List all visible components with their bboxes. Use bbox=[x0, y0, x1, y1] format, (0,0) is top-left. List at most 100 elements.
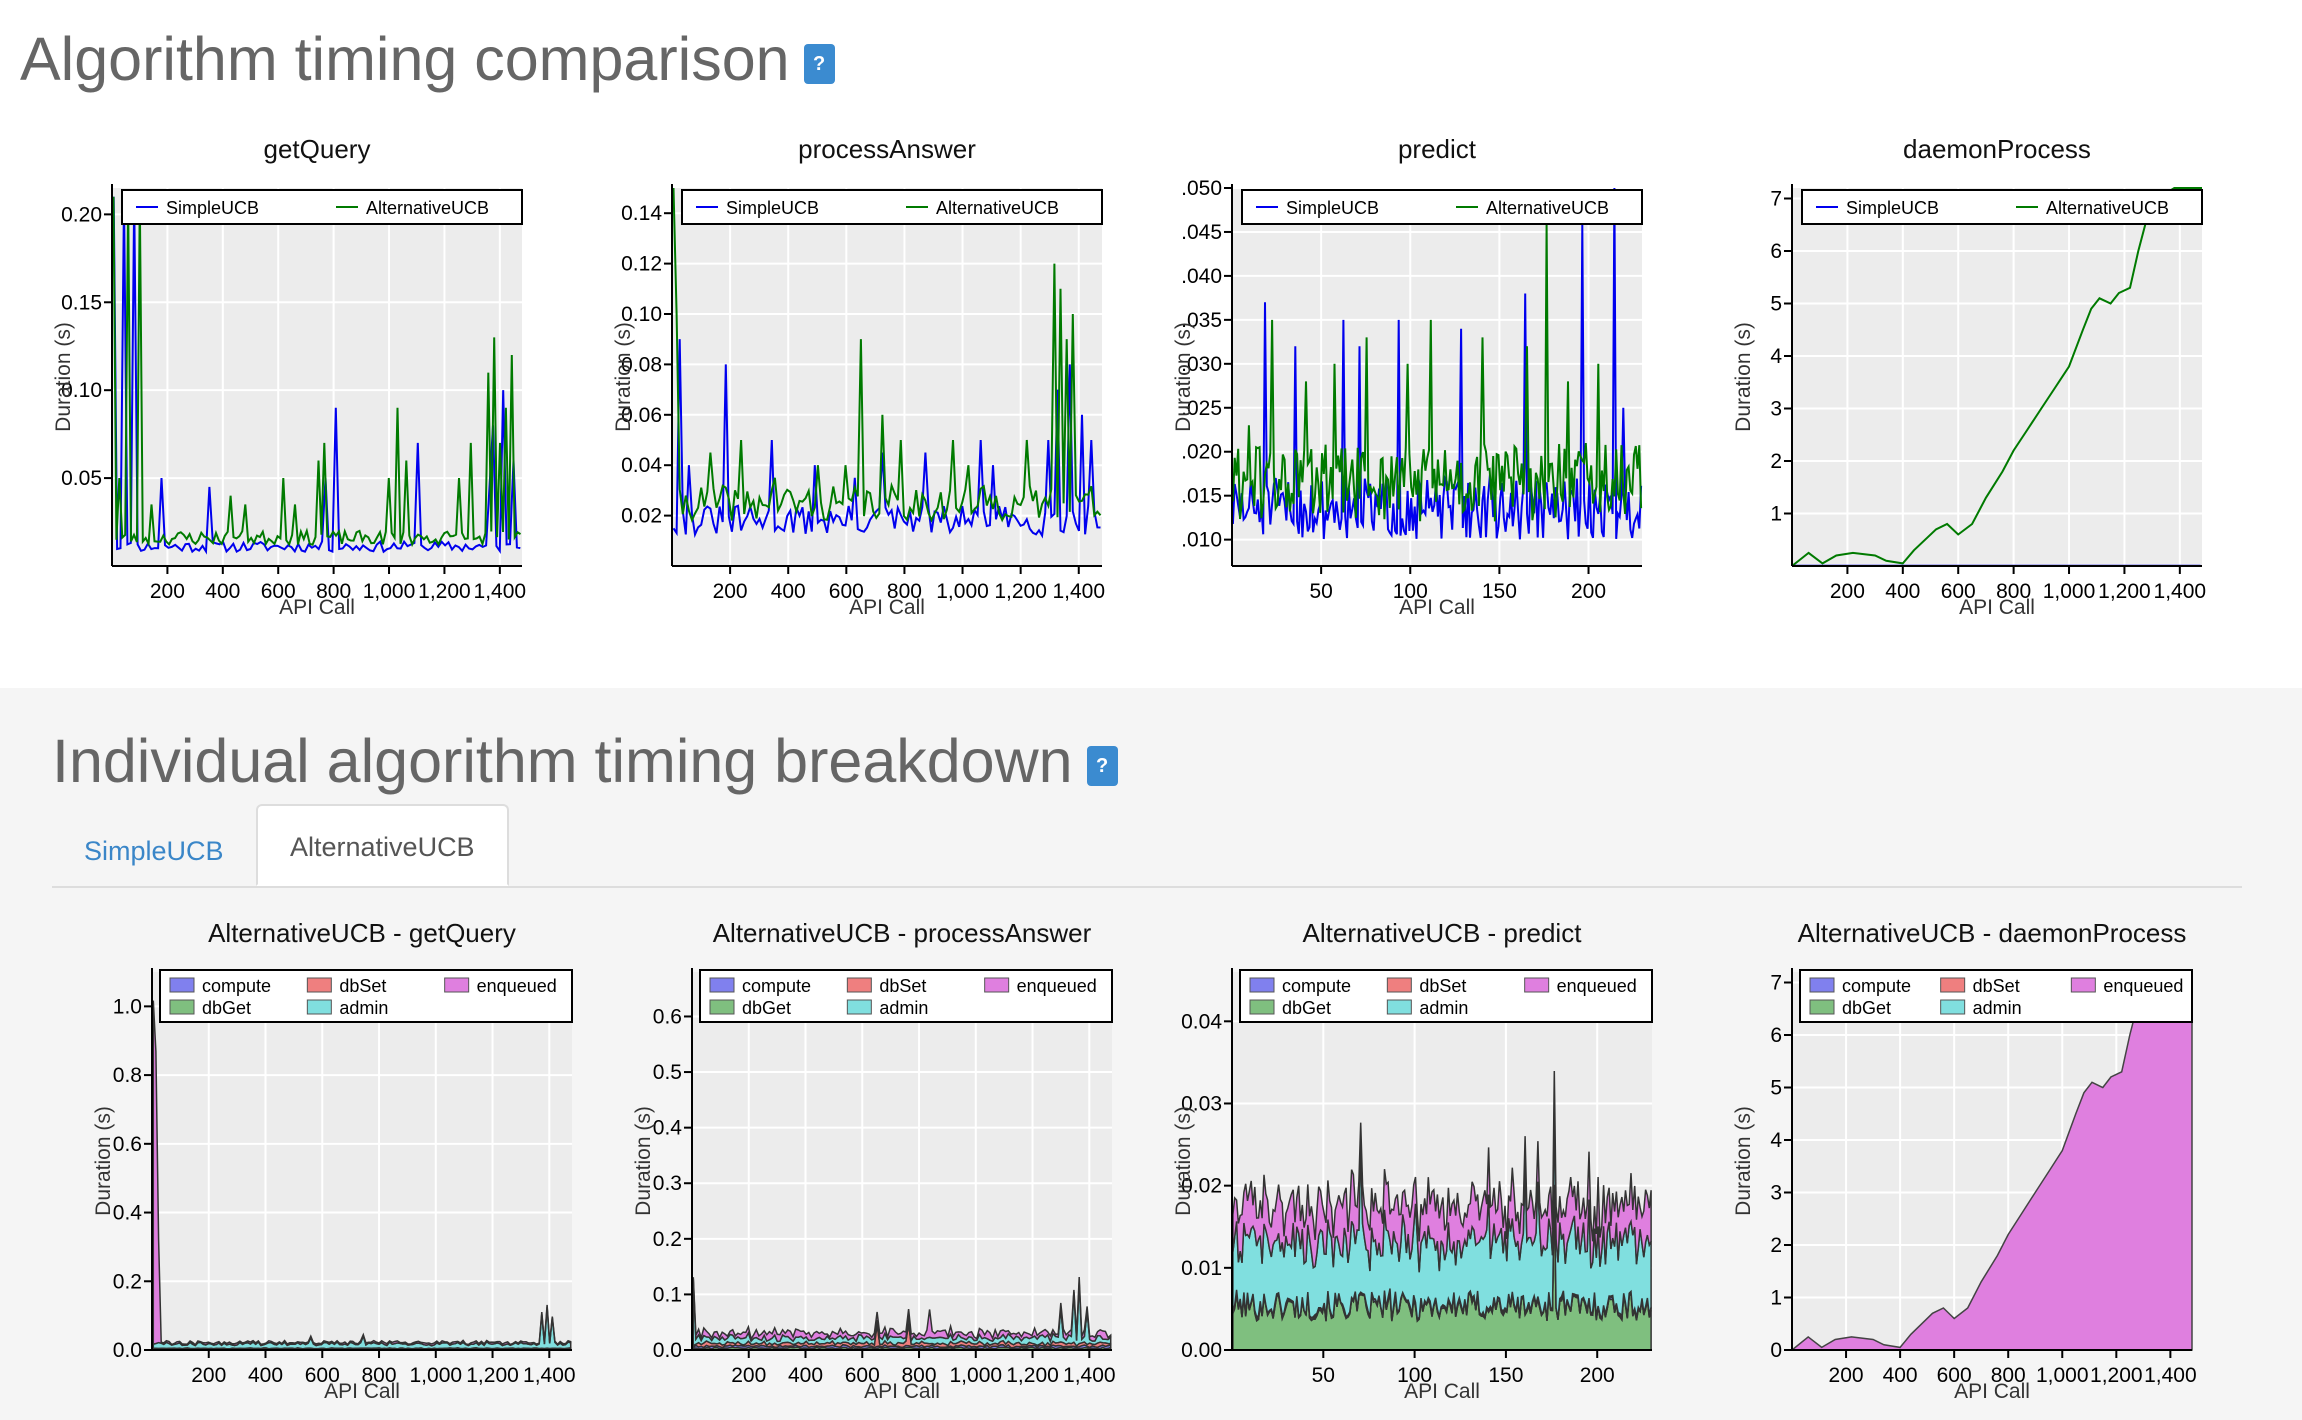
y-tick-label: 0.1 bbox=[653, 1283, 682, 1306]
x-tick-label: 400 bbox=[248, 1364, 283, 1387]
tab-simpleucb[interactable]: SimpleUCB bbox=[84, 836, 224, 866]
x-tick-label: 400 bbox=[1883, 1364, 1918, 1387]
x-tick-label: 800 bbox=[316, 580, 351, 603]
tab-alternativeucb[interactable]: AlternativeUCB bbox=[256, 804, 509, 886]
legend-label: compute bbox=[1282, 976, 1351, 996]
area-layer-enqueued bbox=[1232, 1070, 1652, 1273]
x-tick-label: 1,400 bbox=[523, 1364, 576, 1387]
breakdown-help-icon[interactable]: ? bbox=[1086, 745, 1118, 786]
y-tick-label: 0.20 bbox=[61, 203, 102, 226]
chart-title: processAnswer bbox=[798, 134, 976, 164]
y-tick-label: .015 bbox=[1181, 485, 1222, 508]
x-tick-label: 800 bbox=[887, 580, 922, 603]
chart-title: AlternativeUCB - predict bbox=[1303, 918, 1583, 948]
y-tick-label: .045 bbox=[1181, 221, 1222, 244]
x-tick-label: 200 bbox=[191, 1364, 226, 1387]
y-tick-label: 3 bbox=[1770, 1182, 1782, 1205]
x-tick-label: 200 bbox=[150, 580, 185, 603]
series-line-alternativeucb bbox=[1791, 187, 2202, 567]
legend-label: AlternativeUCB bbox=[2046, 198, 2169, 218]
legend-label: SimpleUCB bbox=[1286, 198, 1379, 218]
legend-label: enqueued bbox=[2103, 976, 2183, 996]
y-tick-label: 0.6 bbox=[113, 1133, 142, 1156]
legend-label: dbSet bbox=[879, 976, 926, 996]
x-tick-label: 600 bbox=[1937, 1364, 1972, 1387]
chart-title: AlternativeUCB - processAnswer bbox=[713, 918, 1092, 948]
x-tick-label: 1,200 bbox=[418, 580, 471, 603]
y-tick-label: 1 bbox=[1770, 503, 1782, 526]
x-tick-label: 100 bbox=[1397, 1364, 1432, 1387]
y-tick-label: .040 bbox=[1181, 265, 1222, 288]
legend-swatch bbox=[1809, 977, 1835, 993]
legend-label: compute bbox=[202, 976, 271, 996]
y-tick-label: 0.00 bbox=[1181, 1339, 1222, 1362]
legend-label: dbGet bbox=[742, 998, 791, 1018]
chart-breakdown-daemonprocess: compute dbSet enqueued dbGet admin 200 400 600 8… bbox=[1732, 918, 2197, 1403]
legend-swatch bbox=[1940, 977, 1966, 993]
legend-swatch bbox=[306, 977, 332, 993]
legend-swatch bbox=[1249, 977, 1275, 993]
x-tick-label: 200 bbox=[731, 1364, 766, 1387]
y-tick-label: 0.4 bbox=[113, 1202, 143, 1225]
y-axis-label: Duration (s) bbox=[1172, 322, 1195, 432]
legend-swatch bbox=[306, 999, 332, 1015]
x-axis-label: API Call bbox=[1399, 596, 1475, 619]
x-tick-label: 1,400 bbox=[474, 580, 527, 603]
x-tick-label: 200 bbox=[1571, 580, 1606, 603]
x-tick-label: 800 bbox=[1996, 580, 2031, 603]
algorithm-tabs: SimpleUCB AlternativeUCB bbox=[52, 804, 2242, 888]
x-tick-label: 1,400 bbox=[1063, 1364, 1116, 1387]
y-tick-label: 3 bbox=[1770, 398, 1782, 421]
y-axis-label: Duration (s) bbox=[1732, 322, 1755, 432]
chart-title: predict bbox=[1398, 134, 1477, 164]
area-layer-enqueued bbox=[692, 1276, 1112, 1344]
legend-label: enqueued bbox=[1557, 976, 1637, 996]
legend-box bbox=[159, 969, 573, 1023]
x-tick-label: 400 bbox=[788, 1364, 823, 1387]
x-tick-label: 1,200 bbox=[2090, 1364, 2143, 1387]
plot-background bbox=[692, 972, 1112, 1350]
y-tick-label: 0.2 bbox=[113, 1270, 142, 1293]
y-tick-label: 5 bbox=[1770, 1077, 1782, 1100]
comparison-help-icon[interactable]: ? bbox=[803, 43, 835, 84]
chart-title: daemonProcess bbox=[1903, 134, 2091, 164]
y-tick-label: 2 bbox=[1770, 450, 1782, 473]
legend-label: admin bbox=[1973, 998, 2022, 1018]
legend-label: admin bbox=[879, 998, 928, 1018]
legend-label: dbGet bbox=[202, 998, 251, 1018]
comparison-title: Algorithm timing comparison bbox=[20, 25, 790, 93]
chart-title: AlternativeUCB - getQuery bbox=[208, 918, 516, 948]
legend-swatch bbox=[1386, 999, 1412, 1015]
legend-label: SimpleUCB bbox=[726, 198, 819, 218]
x-tick-label: 1,000 bbox=[2036, 1364, 2089, 1387]
y-tick-label: 0.04 bbox=[621, 454, 662, 477]
legend-label: SimpleUCB bbox=[1846, 198, 1939, 218]
chart-title: getQuery bbox=[264, 134, 371, 164]
x-tick-label: 600 bbox=[1941, 580, 1976, 603]
legend-swatch bbox=[1249, 999, 1275, 1015]
y-tick-label: 1.0 bbox=[113, 995, 142, 1018]
y-tick-label: 0.3 bbox=[653, 1172, 682, 1195]
y-tick-label: 0.15 bbox=[61, 291, 102, 314]
legend-swatch bbox=[2070, 977, 2096, 993]
series-line-alternativeucb bbox=[672, 187, 1102, 523]
legend-label: enqueued bbox=[1017, 976, 1097, 996]
y-axis-label: Duration (s) bbox=[92, 1106, 115, 1216]
plot-background bbox=[152, 972, 572, 1350]
x-axis-label: API Call bbox=[1959, 596, 2035, 619]
timing-comparison-section: Algorithm timing comparison? SimpleUCB Al… bbox=[0, 0, 2302, 688]
x-tick-label: 200 bbox=[1830, 580, 1865, 603]
y-tick-label: 1 bbox=[1770, 1287, 1782, 1310]
legend-box bbox=[699, 969, 1113, 1023]
x-tick-label: 200 bbox=[1829, 1364, 1864, 1387]
legend-label: compute bbox=[742, 976, 811, 996]
y-tick-label: 5 bbox=[1770, 293, 1782, 316]
y-tick-label: 0.0 bbox=[113, 1339, 142, 1362]
y-tick-label: 0.06 bbox=[621, 404, 662, 427]
legend-box bbox=[1241, 189, 1643, 225]
y-tick-label: 0.10 bbox=[621, 303, 662, 326]
chart-predict: SimpleUCB AlternativeUCB 50 100 150 200 .010 .0… bbox=[1172, 134, 1643, 619]
y-tick-label: 0.0 bbox=[653, 1339, 682, 1362]
legend-swatch bbox=[169, 999, 195, 1015]
x-axis-label: API Call bbox=[279, 596, 355, 619]
